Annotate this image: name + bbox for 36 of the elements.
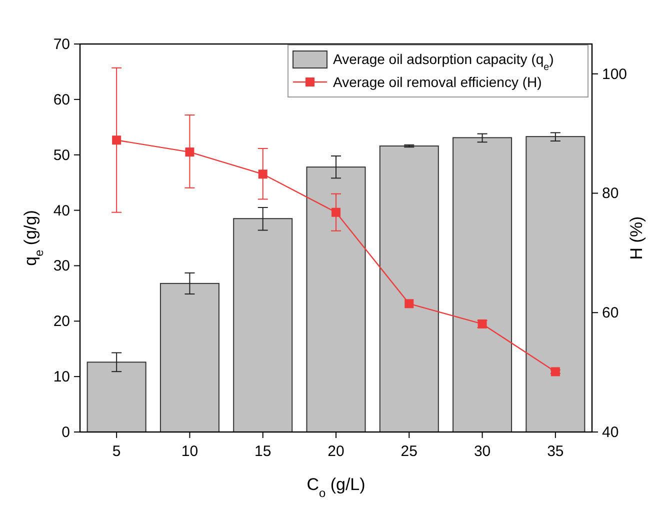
point [112,136,122,145]
bar [86,362,146,432]
point [258,170,268,179]
point [185,148,194,157]
y2-tick-label: 80 [602,185,619,202]
bar [379,145,439,432]
y-tick-label: 60 [53,91,70,108]
point [332,208,340,217]
point [404,299,414,308]
y-tick-label: 0 [62,424,70,441]
x-tick-label: 35 [547,443,564,460]
y-tick-label: 20 [53,313,70,330]
y2-tick-label: 60 [602,304,619,322]
y-tick-label: 30 [53,258,70,275]
x-tick-label: 15 [254,443,272,460]
x-tick-label: 30 [474,443,491,460]
y-tick-label: 50 [53,146,70,164]
y-tick-label: 40 [53,202,70,220]
bar [233,218,293,432]
y-tick-label: 70 [53,36,70,53]
bar [526,136,586,432]
x-tick-label: 20 [328,443,344,460]
y2-tick-label: 40 [602,424,619,441]
legend-label: Average oil removal efficiency (H) [333,74,542,90]
legend-label: Average oil adsorption capacity (q$_{e}$) [333,51,554,72]
y-tick-label: 10 [53,368,70,386]
bar [160,282,220,432]
point [550,367,560,376]
bar [306,166,366,432]
x-tick-label: 25 [400,443,418,460]
y2-tick-label: 100 [602,66,628,83]
x-tick-label: 10 [181,443,198,460]
bar [452,137,512,432]
y2-axis-title: H (%) [627,216,646,260]
x-axis-title: C$_{o}$ (g/L) [306,475,366,500]
x-tick-label: 5 [112,443,121,460]
